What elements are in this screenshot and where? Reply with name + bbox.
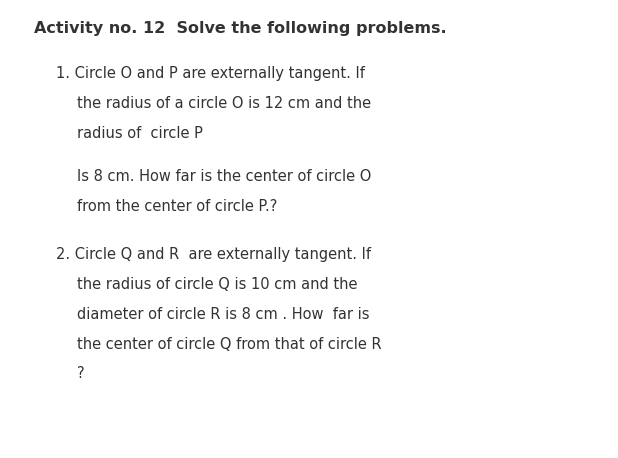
Text: Activity no. 12  Solve the following problems.: Activity no. 12 Solve the following prob… — [34, 21, 447, 36]
Text: 2. Circle Q and R  are externally tangent. If: 2. Circle Q and R are externally tangent… — [56, 247, 371, 262]
Text: Is 8 cm. How far is the center of circle O: Is 8 cm. How far is the center of circle… — [77, 169, 371, 185]
Text: the radius of circle Q is 10 cm and the: the radius of circle Q is 10 cm and the — [77, 277, 358, 292]
Text: from the center of circle P.?: from the center of circle P.? — [77, 199, 277, 214]
Text: radius of  circle P: radius of circle P — [77, 126, 203, 141]
Text: the center of circle Q from that of circle R: the center of circle Q from that of circ… — [77, 337, 382, 352]
Text: 1. Circle O and P are externally tangent. If: 1. Circle O and P are externally tangent… — [56, 66, 365, 82]
Text: the radius of a circle O is 12 cm and the: the radius of a circle O is 12 cm and th… — [77, 96, 371, 111]
Text: ?: ? — [77, 366, 85, 382]
Text: diameter of circle R is 8 cm . How  far is: diameter of circle R is 8 cm . How far i… — [77, 307, 370, 322]
